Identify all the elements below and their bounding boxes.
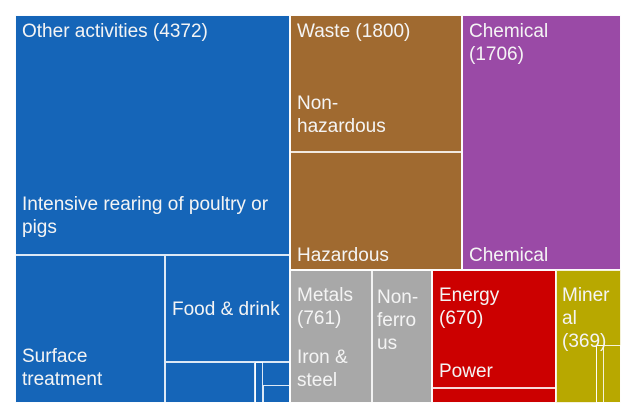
group-label: Energy (670): [439, 285, 500, 329]
group-label: Other activities (4372): [22, 21, 208, 42]
group-label: Metals (761): [297, 285, 353, 329]
leaf-label: Non-hazardous: [297, 93, 386, 137]
group-label: Mineral (369): [562, 285, 610, 352]
leaf-label: Hazardous: [297, 245, 389, 266]
leaf-cell: [596, 345, 604, 403]
leaf-cell: [432, 388, 556, 403]
group-label: Waste (1800): [297, 21, 411, 42]
leaf-cell: [15, 15, 290, 255]
leaf-label: Food & drink: [172, 299, 280, 320]
leaf-cell: [263, 385, 290, 403]
leaf-cell: [432, 270, 556, 388]
leaf-cell: [290, 15, 462, 152]
leaf-cell: [165, 255, 290, 362]
group-cell: [15, 15, 290, 403]
leaf-label: Intensive rearing of poultry or pigs: [22, 194, 269, 238]
leaf-label: Power: [439, 361, 493, 382]
leaf-label: Non-ferrous: [377, 287, 419, 354]
group-label: Chemical (1706): [469, 21, 549, 65]
leaf-cell: [290, 152, 462, 270]
leaf-cell: [255, 362, 263, 403]
leaf-label: Iron & steel: [297, 347, 348, 391]
leaf-label: Chemical: [469, 245, 549, 266]
leaf-cell: [165, 362, 255, 403]
leaf-label: Surface treatment: [22, 346, 103, 390]
